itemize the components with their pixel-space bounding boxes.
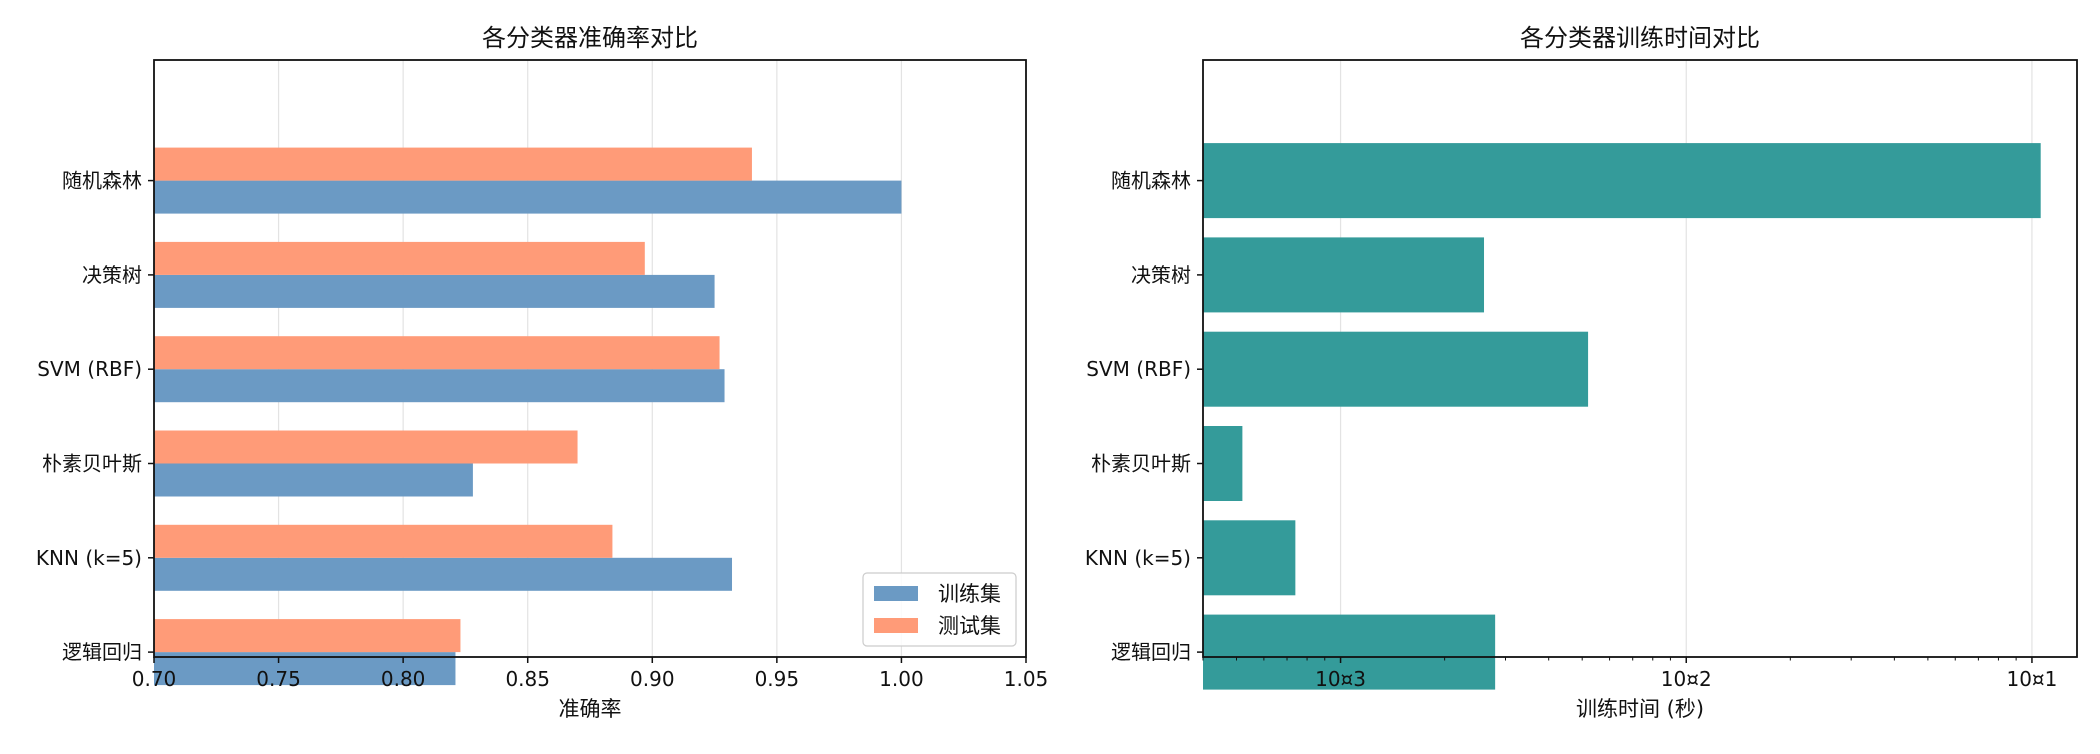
y-tick-label: 决策树	[1131, 263, 1191, 287]
y-tick-label: 逻辑回归	[1111, 640, 1191, 664]
x-axis-label: 准确率	[559, 697, 622, 721]
y-tick-label: 随机森林	[62, 169, 142, 193]
legend-swatch	[874, 586, 918, 601]
bar-test	[154, 430, 578, 464]
bar-test	[154, 524, 613, 558]
bar-test	[154, 619, 461, 653]
x-tick-label: 1.00	[879, 667, 924, 691]
chart-title: 各分类器训练时间对比	[1520, 24, 1760, 52]
y-tick-label: 决策树	[82, 263, 142, 287]
x-tick-label: 10¤2	[1661, 667, 1712, 691]
bar-test	[154, 241, 645, 275]
x-tick-label: 0.95	[755, 667, 800, 691]
bar-test	[154, 147, 752, 181]
x-tick-label: 10¤1	[2006, 667, 2057, 691]
y-tick-label: 朴素贝叶斯	[1091, 452, 1191, 476]
x-tick-label: 10¤3	[1315, 667, 1366, 691]
y-tick-label: SVM (RBF)	[37, 357, 142, 381]
y-tick-label: 朴素贝叶斯	[42, 452, 142, 476]
x-tick-label: 0.80	[381, 667, 426, 691]
legend-swatch	[874, 618, 918, 633]
plot-frame	[1202, 59, 2078, 658]
legend-label: 训练集	[938, 582, 1001, 606]
bar-train-time	[1203, 331, 1589, 407]
bar-train-time	[1203, 614, 1496, 690]
bar-test	[154, 336, 720, 370]
bar-train	[154, 463, 473, 497]
bar-train	[154, 274, 715, 308]
bar-train-time	[1203, 237, 1485, 313]
bar-train-time	[1203, 520, 1296, 596]
chart-title: 各分类器准确率对比	[482, 24, 698, 52]
y-tick-label: KNN (k=5)	[1085, 546, 1191, 570]
bar-train-time	[1203, 426, 1243, 501]
x-tick-label: 0.70	[132, 667, 177, 691]
bar-train	[154, 369, 725, 403]
x-tick-label: 0.75	[256, 667, 301, 691]
x-tick-label: 0.85	[505, 667, 550, 691]
plot-frame	[153, 59, 1027, 658]
y-tick-label: 随机森林	[1111, 169, 1191, 193]
bar-train	[154, 557, 733, 591]
x-axis-label: 训练时间 (秒)	[1576, 697, 1704, 721]
bar-train-time	[1203, 143, 2041, 219]
legend-label: 测试集	[938, 614, 1001, 638]
y-tick-label: 逻辑回归	[62, 640, 142, 664]
bar-train	[154, 180, 902, 214]
x-tick-label: 0.90	[630, 667, 675, 691]
y-tick-label: SVM (RBF)	[1086, 357, 1191, 381]
x-tick-label: 1.05	[1004, 667, 1049, 691]
y-tick-label: KNN (k=5)	[36, 546, 142, 570]
